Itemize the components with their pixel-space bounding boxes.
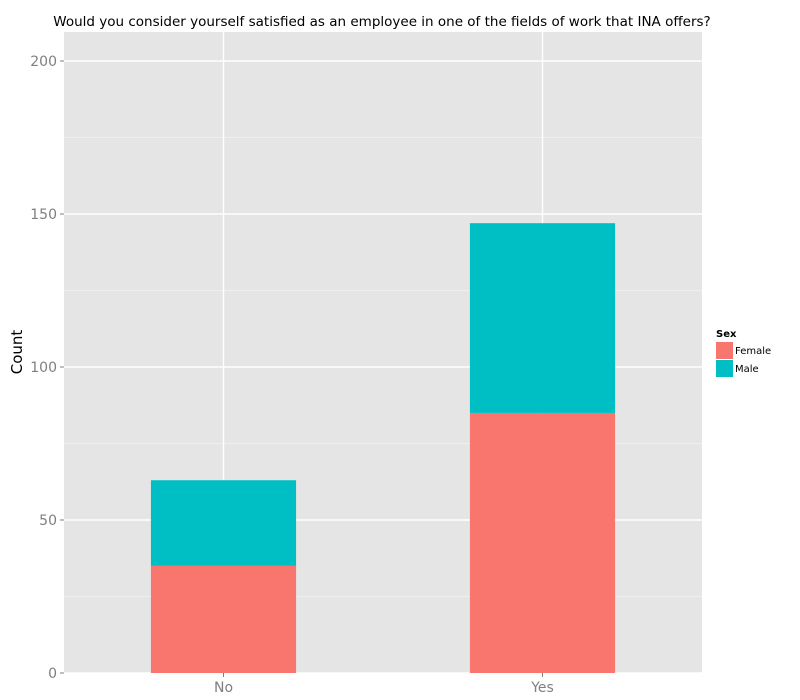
legend-label-male: Male <box>735 364 759 375</box>
legend-key-female <box>716 342 733 359</box>
y-tick-label: 100 <box>30 360 57 376</box>
bar-male-yes <box>469 223 616 413</box>
y-tick-label: 0 <box>48 666 57 682</box>
bar-male-no <box>150 480 297 566</box>
legend-key-male <box>716 360 733 377</box>
axis-layer: 0 50 100 150 200 No Yes <box>30 54 554 696</box>
bar-female-no <box>150 565 297 673</box>
legend: Sex Female Male <box>716 329 771 377</box>
y-tick-label: 150 <box>30 207 57 223</box>
x-tick-label: Yes <box>530 680 554 696</box>
legend-title: Sex <box>716 329 737 340</box>
bars-layer <box>150 223 616 673</box>
x-tick-label: No <box>214 680 233 696</box>
legend-label-female: Female <box>735 346 771 357</box>
chart-title: Would you consider yourself satisfied as… <box>53 14 710 30</box>
y-tick-label: 200 <box>30 54 57 70</box>
y-tick-label: 50 <box>39 513 57 529</box>
y-axis-label: Count <box>8 330 26 375</box>
bar-female-yes <box>469 412 616 673</box>
